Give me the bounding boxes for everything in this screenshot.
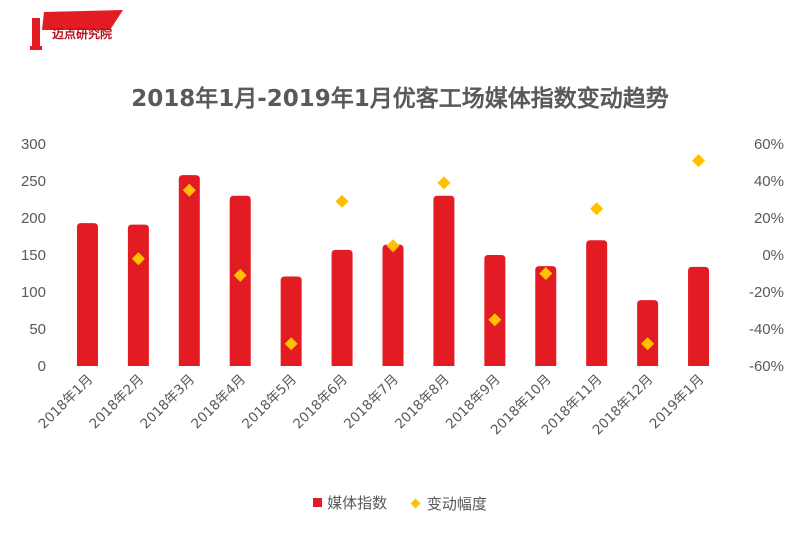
x-tick-label: 2018年5月 (239, 372, 300, 433)
x-tick-label: 2018年3月 (137, 372, 198, 433)
marker-series (131, 154, 706, 351)
right-tick-label: -40% (749, 321, 784, 338)
x-tick-label: 2018年6月 (290, 372, 351, 433)
right-tick-label: -60% (749, 358, 784, 375)
change-marker (335, 194, 349, 208)
left-tick-label: 200 (21, 210, 46, 227)
bar (76, 223, 98, 366)
bar (688, 266, 710, 366)
bar (637, 300, 659, 366)
bar (178, 175, 200, 366)
change-marker (641, 337, 655, 351)
right-tick-label: 40% (754, 173, 784, 190)
logo-flag-icon (42, 10, 123, 30)
change-marker (284, 337, 298, 351)
left-tick-label: 250 (21, 173, 46, 190)
logo-tower-icon (32, 18, 40, 48)
change-marker (182, 183, 196, 197)
change-marker (539, 267, 553, 280)
bar (433, 195, 455, 366)
left-tick-label: 300 (21, 136, 46, 153)
x-tick-label: 2018年2月 (86, 372, 147, 433)
legend-label-change: 变动幅度 (426, 495, 487, 513)
x-tick-label: 2019年1月 (647, 372, 708, 433)
bar (280, 276, 302, 366)
bar (484, 255, 506, 366)
bar (586, 240, 608, 366)
right-tick-label: -20% (749, 284, 784, 301)
x-tick-label: 2018年8月 (392, 372, 453, 433)
right-tick-label: 60% (754, 136, 784, 153)
legend-bar-swatch (313, 498, 323, 507)
legend-label-index: 媒体指数 (327, 494, 388, 512)
right-tick-label: 20% (754, 210, 784, 227)
left-tick-label: 50 (29, 321, 46, 338)
bar (535, 266, 557, 366)
x-axis-ticks: 2018年1月2018年2月2018年3月2018年4月2018年5月2018年… (36, 372, 708, 439)
left-tick-label: 150 (21, 247, 46, 264)
bar (331, 249, 353, 366)
right-axis-ticks: -60% -40% -20% 0% 20% 40% 60% (749, 136, 784, 375)
change-marker (386, 239, 400, 253)
left-tick-label: 100 (21, 284, 46, 301)
x-tick-label: 2018年7月 (341, 372, 402, 433)
change-marker (488, 313, 502, 327)
left-tick-label: 0 (38, 358, 46, 375)
bar (127, 224, 149, 366)
legend-item-change: 变动幅度 (410, 493, 487, 514)
x-tick-label: 2018年1月 (36, 372, 97, 433)
legend-item-index: 媒体指数 (313, 492, 387, 513)
legend-diamond-swatch (410, 498, 421, 509)
bar-series (76, 175, 710, 366)
change-marker (590, 202, 604, 216)
logo (30, 10, 123, 50)
change-marker (692, 154, 706, 168)
change-marker (131, 252, 145, 266)
logo-text: 迈点研究院 (52, 27, 113, 41)
chart-title: 2018年1月-2019年1月优客工场媒体指数变动趋势 (131, 86, 669, 112)
change-marker (233, 268, 247, 282)
right-tick-label: 0% (762, 247, 784, 264)
change-marker (437, 176, 451, 190)
legend: 媒体指数 变动幅度 (0, 492, 800, 514)
bar (382, 244, 404, 366)
left-axis-ticks: 0 50 100 150 200 250 300 (21, 136, 46, 375)
x-tick-label: 2018年4月 (188, 372, 249, 433)
